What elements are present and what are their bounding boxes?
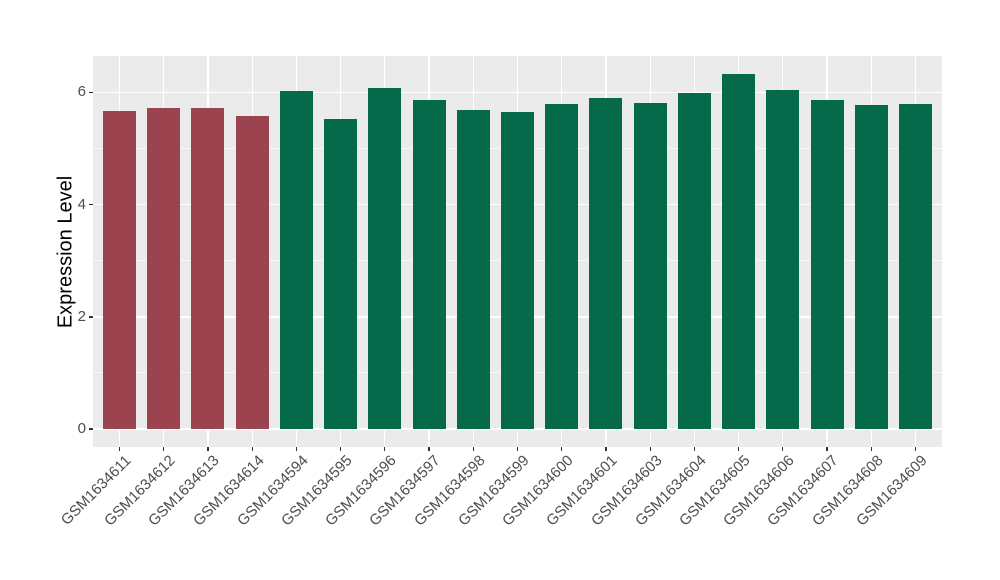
bar-GSM1634596 [368, 87, 402, 430]
bar-GSM1634598 [456, 109, 490, 430]
x-tick-mark [339, 447, 342, 451]
y-tick-mark [89, 428, 93, 430]
x-tick-mark [384, 447, 386, 451]
x-tick-mark [914, 447, 917, 451]
x-tick-mark [295, 447, 298, 451]
x-tick-mark [870, 447, 872, 451]
x-tick-mark [207, 447, 209, 451]
y-tick-mark [89, 204, 93, 206]
bar-GSM1634606 [766, 90, 800, 430]
y-tick-mark [89, 91, 93, 94]
bar-GSM1634612 [147, 108, 181, 430]
x-tick-mark [649, 447, 651, 451]
bar-GSM1634597 [412, 100, 446, 430]
x-tick-mark [251, 447, 253, 451]
y-tick-label: 2 [77, 307, 86, 325]
x-tick-mark [472, 447, 474, 451]
bar-GSM1634611 [103, 110, 137, 430]
x-tick-mark [118, 447, 121, 451]
bar-GSM1634595 [324, 118, 358, 430]
plot-panel [93, 56, 942, 447]
bar-GSM1634603 [633, 103, 667, 430]
y-tick-mark [89, 316, 93, 318]
x-tick-mark [516, 447, 519, 451]
bar-GSM1634607 [810, 100, 844, 430]
bar-GSM1634601 [589, 98, 623, 430]
x-tick-mark [737, 447, 740, 451]
x-tick-mark [163, 447, 165, 451]
x-tick-mark [561, 447, 563, 451]
x-tick-mark [428, 447, 430, 451]
x-tick-mark [605, 447, 607, 451]
bar-GSM1634613 [191, 108, 225, 430]
bar-GSM1634605 [722, 73, 756, 430]
bar-GSM1634604 [677, 93, 711, 430]
bar-GSM1634609 [898, 104, 932, 430]
x-tick-mark [782, 447, 784, 451]
bar-GSM1634608 [854, 104, 888, 430]
y-tick-label: 6 [77, 83, 86, 101]
y-tick-label: 0 [77, 420, 86, 438]
x-tick-mark [693, 447, 696, 451]
bar-GSM1634599 [501, 111, 534, 430]
bar-GSM1634600 [545, 104, 579, 430]
x-tick-mark [826, 447, 828, 451]
bar-GSM1634614 [235, 116, 269, 430]
y-tick-label: 4 [77, 195, 86, 213]
bar-GSM1634594 [279, 90, 313, 430]
